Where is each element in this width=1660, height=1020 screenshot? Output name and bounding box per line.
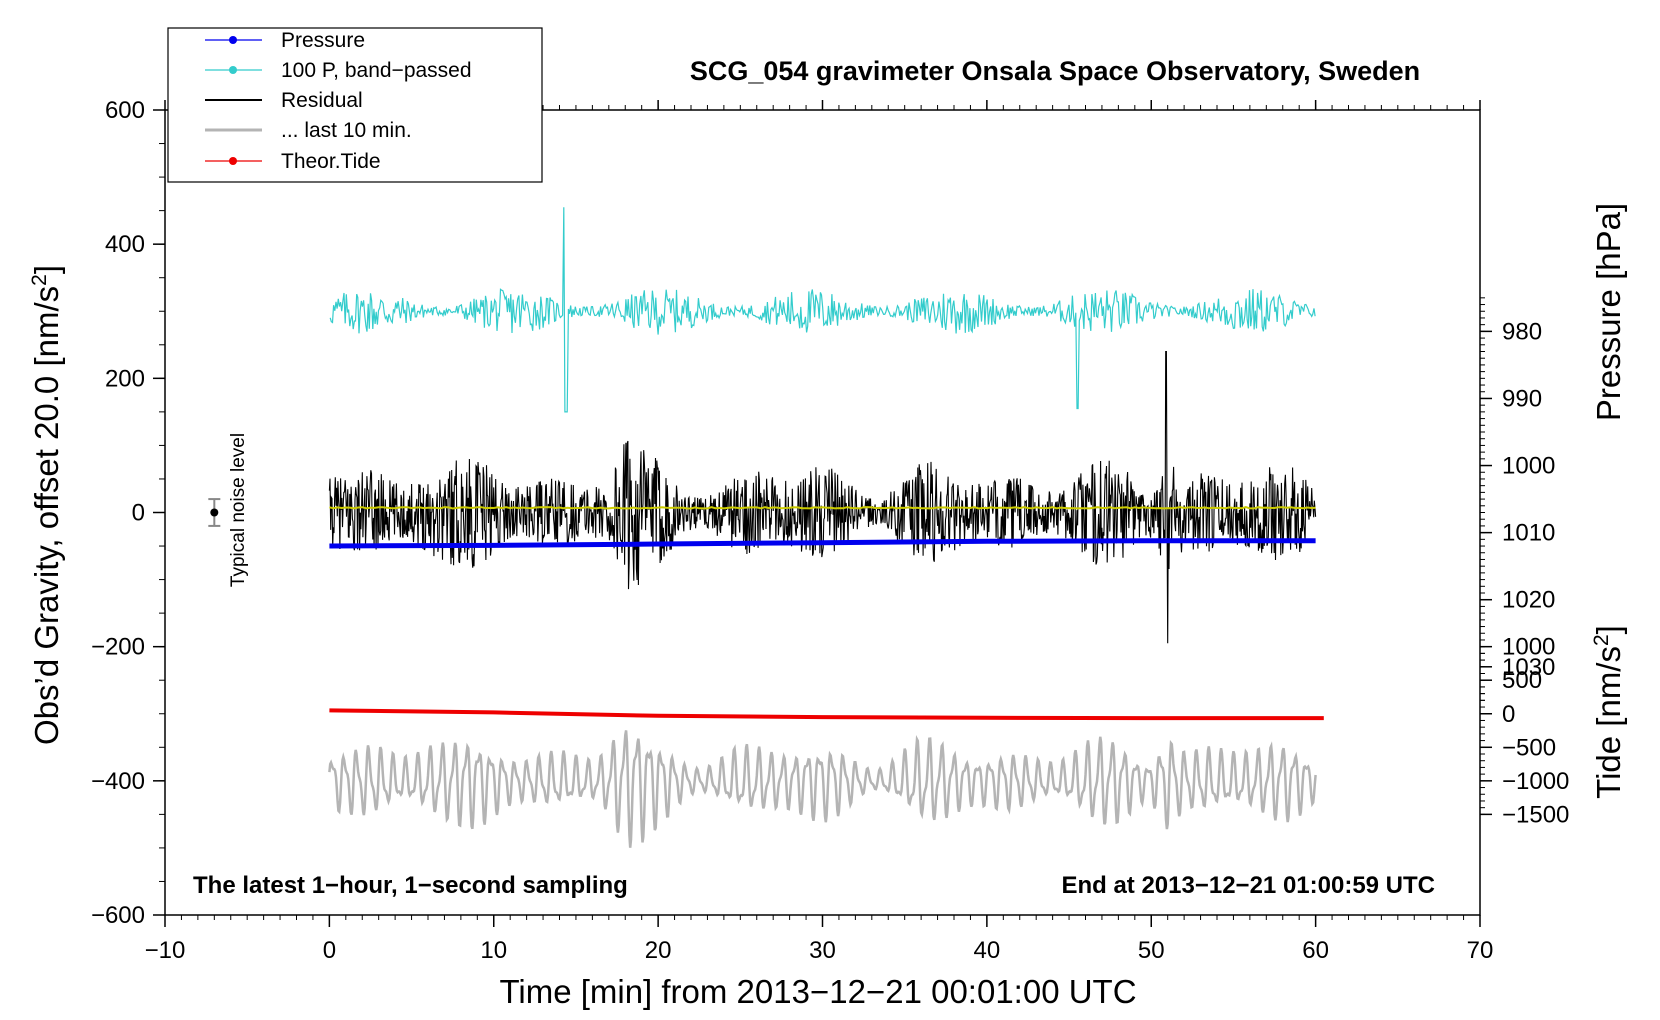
- legend: Pressure 100 P, band−passed Residual ...…: [167, 27, 543, 183]
- pressure-tick-label: 1020: [1502, 587, 1555, 614]
- y-tick-label: 0: [132, 500, 145, 527]
- x-tick-label: 0: [323, 937, 336, 964]
- series-residual: [328, 350, 1317, 644]
- pressure-tick-label: 1030: [1502, 654, 1555, 681]
- pressure-tick-label: 1010: [1502, 520, 1555, 547]
- pressure-tick-label: 980: [1502, 318, 1542, 345]
- series-band-passed: [329, 207, 1316, 413]
- y-tick-label: −400: [91, 768, 145, 795]
- y-tick-label: 200: [105, 365, 145, 392]
- y-tick-label: −600: [91, 902, 145, 929]
- legend-pressure-marker: [229, 36, 237, 44]
- y-axis-title-left-close: ]: [28, 265, 65, 274]
- series-mean-residual: [329, 506, 1316, 510]
- legend-box: [167, 27, 543, 183]
- x-tick-label: 20: [645, 937, 672, 964]
- pressure-tick-label: 990: [1502, 385, 1542, 412]
- series-pressure: [329, 538, 1316, 549]
- legend-bandpassed-label: 100 P, band−passed: [281, 59, 472, 82]
- x-tick-label: 50: [1138, 937, 1165, 964]
- pressure-tick-label: 1000: [1502, 453, 1555, 480]
- noise-level-point: [210, 508, 219, 517]
- x-tick-label: 30: [809, 937, 836, 964]
- annotation-end-time: End at 2013−12−21 01:00:59 UTC: [1061, 872, 1435, 899]
- x-tick-label: −10: [145, 937, 186, 964]
- legend-tide-label: Theor.Tide: [281, 150, 381, 173]
- x-tick-label: 10: [480, 937, 507, 964]
- tide-tick-label: 500: [1502, 667, 1542, 694]
- legend-residual-label: Residual: [281, 89, 363, 112]
- tide-tick-label: 1000: [1502, 634, 1555, 661]
- y-axis-title-pressure: Pressure [hPa]: [1590, 203, 1627, 421]
- x-tick-label: 60: [1302, 937, 1329, 964]
- series-theor-tide: [329, 708, 1324, 721]
- y-axis-title-left-superscript: 2: [28, 274, 51, 286]
- noise-level-label: Typical noise level: [228, 433, 249, 587]
- legend-bandpassed-marker: [229, 66, 237, 74]
- tide-tick-label: −1000: [1502, 768, 1569, 795]
- y-axis-title-left-text: Obs’d Gravity, offset 20.0 [nm/s: [28, 286, 65, 745]
- y-tick-label: 400: [105, 231, 145, 258]
- series-last-10-min: [328, 730, 1317, 848]
- tide-tick-label: −500: [1502, 734, 1556, 761]
- x-tick-label: 70: [1467, 937, 1494, 964]
- legend-last10-label: ... last 10 min.: [281, 119, 412, 142]
- y-tick-label: −200: [91, 634, 145, 661]
- y-axis-title-tide-close: ]: [1590, 625, 1627, 634]
- x-axis-title: Time [min] from 2013−12−21 00:01:00 UTC: [499, 973, 1136, 1010]
- tide-tick-label: 0: [1502, 701, 1515, 728]
- x-tick-label: 40: [974, 937, 1001, 964]
- y-axis-title-tide-superscript: 2: [1590, 634, 1613, 646]
- legend-pressure-label: Pressure: [281, 29, 365, 52]
- y-axis-title-tide-text: Tide [nm/s: [1590, 646, 1627, 799]
- annotation-sampling: The latest 1−hour, 1−second sampling: [193, 872, 628, 899]
- y-tick-label: 600: [105, 97, 145, 124]
- tide-tick-label: −1500: [1502, 801, 1569, 828]
- chart-title: SCG_054 gravimeter Onsala Space Observat…: [690, 56, 1420, 86]
- y-axis-title-left: Obs’d Gravity, offset 20.0 [nm/s2]: [28, 265, 65, 745]
- y-axis-title-tide: Tide [nm/s2]: [1590, 625, 1627, 799]
- legend-tide-marker: [229, 157, 237, 165]
